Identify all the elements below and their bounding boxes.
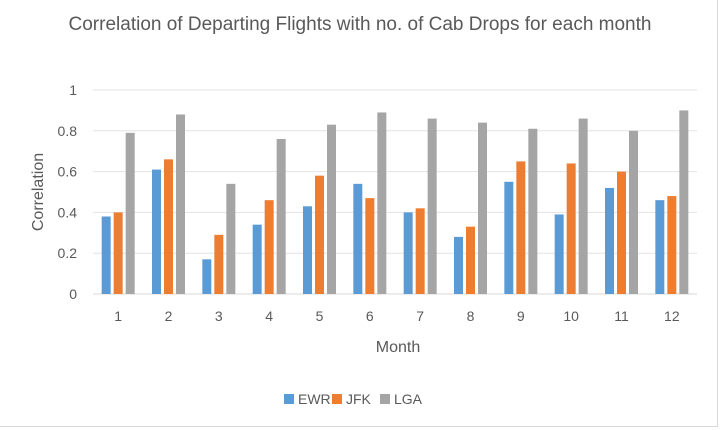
bar-lga-8	[478, 122, 487, 294]
bar-lga-9	[528, 128, 538, 294]
y-tick-label: 0.8	[58, 123, 78, 139]
bar-jfk-1	[113, 212, 123, 294]
legend-swatch-jfk	[332, 394, 342, 404]
x-tick-label: 10	[563, 308, 579, 324]
bar-jfk-4	[264, 200, 274, 294]
bar-lga-4	[276, 138, 286, 294]
legend-label-lga: LGA	[394, 391, 423, 407]
bar-ewr-7	[403, 212, 413, 294]
y-tick-label: 0.4	[58, 204, 78, 220]
bar-jfk-3	[214, 234, 224, 294]
bar-jfk-2	[164, 159, 173, 294]
x-tick-label: 11	[614, 308, 629, 324]
bar-ewr-4	[252, 224, 262, 294]
bar-jfk-11	[617, 171, 626, 294]
legend-label-jfk: JFK	[346, 391, 372, 407]
x-tick-label: 6	[366, 308, 374, 324]
x-tick-label: 12	[664, 308, 680, 324]
y-tick-label: 0	[69, 286, 77, 302]
bar-ewr-2	[152, 169, 161, 294]
bar-lga-7	[427, 118, 437, 294]
legend-label-ewr: EWR	[298, 391, 331, 407]
bar-lga-12	[679, 110, 689, 295]
bar-ewr-3	[202, 259, 212, 294]
bar-jfk-5	[315, 175, 324, 294]
bar-ewr-1	[101, 216, 111, 294]
bar-jfk-8	[466, 226, 475, 294]
bar-ewr-10	[554, 214, 564, 294]
x-tick-label: 4	[265, 308, 273, 324]
bar-lga-1	[125, 132, 135, 294]
bar-ewr-8	[454, 236, 463, 294]
bar-lga-5	[327, 124, 336, 295]
bar-jfk-10	[566, 163, 576, 294]
bar-lga-11	[629, 130, 638, 294]
bar-lga-2	[176, 114, 185, 294]
bar-lga-6	[377, 112, 387, 294]
bar-jfk-9	[516, 161, 526, 294]
x-tick-label: 1	[114, 308, 122, 324]
x-tick-label: 9	[517, 308, 525, 324]
bar-ewr-5	[303, 206, 312, 294]
bar-lga-3	[226, 183, 236, 294]
legend-swatch-ewr	[284, 394, 294, 404]
x-tick-label: 5	[316, 308, 324, 324]
bar-lga-10	[578, 118, 588, 294]
bar-ewr-9	[504, 181, 514, 294]
bar-ewr-12	[655, 200, 665, 294]
x-axis-title: Month	[376, 339, 420, 356]
x-tick-label: 2	[165, 308, 173, 324]
y-tick-label: 1	[69, 82, 77, 98]
legend-swatch-lga	[380, 394, 390, 404]
bar-jfk-7	[415, 208, 425, 294]
chart-title: Correlation of Departing Flights with no…	[68, 14, 652, 35]
x-tick-label: 3	[215, 308, 223, 324]
bar-jfk-6	[365, 198, 375, 294]
y-tick-label: 0.2	[58, 245, 78, 261]
y-tick-label: 0.6	[58, 164, 78, 180]
bar-ewr-11	[605, 187, 614, 294]
bar-ewr-6	[353, 183, 363, 294]
x-tick-label: 8	[467, 308, 475, 324]
x-tick-label: 7	[416, 308, 424, 324]
bar-jfk-12	[667, 196, 677, 294]
y-axis-title: Correlation	[30, 153, 47, 231]
